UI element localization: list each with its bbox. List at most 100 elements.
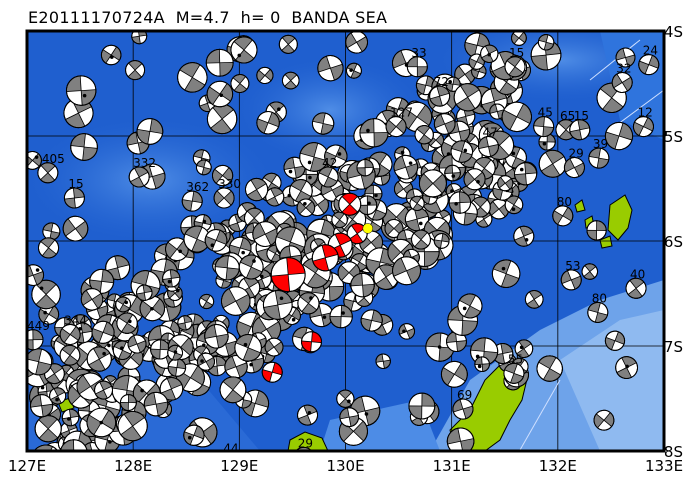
highlighted-mechanisms bbox=[261, 192, 374, 383]
focal-mechanism bbox=[296, 198, 316, 217]
focal-mechanism bbox=[537, 34, 555, 51]
focal-mechanism bbox=[256, 66, 274, 85]
focal-mechanism bbox=[453, 83, 482, 112]
island-small-east bbox=[599, 235, 613, 249]
focal-mechanism bbox=[136, 284, 153, 301]
focal-mechanism bbox=[211, 164, 234, 187]
focal-mechanism bbox=[463, 168, 486, 191]
highlighted-mechanism bbox=[338, 192, 362, 216]
focal-mechanism bbox=[375, 353, 391, 369]
focal-mechanism bbox=[497, 175, 514, 192]
longitude-axis: 127E 128E 129E 130E 131E 132E 133E bbox=[8, 457, 683, 475]
focal-mechanism bbox=[112, 340, 133, 361]
highlighted-mechanism bbox=[311, 244, 339, 272]
highlighted-mechanism bbox=[261, 361, 283, 383]
island-aru-fragment bbox=[607, 194, 633, 241]
focal-mechanism bbox=[61, 408, 80, 427]
focal-mechanism bbox=[30, 394, 54, 418]
focal-mechanism bbox=[91, 320, 115, 344]
focal-mechanism bbox=[59, 324, 81, 345]
focal-mechanism bbox=[414, 125, 434, 145]
focal-mechanism bbox=[252, 221, 279, 248]
focal-mechanism bbox=[195, 159, 212, 176]
focal-mechanism bbox=[408, 392, 436, 420]
depth-label: 39 bbox=[593, 137, 608, 151]
focal-mechanism bbox=[181, 190, 203, 212]
focal-mechanism bbox=[46, 457, 68, 479]
focal-mechanism bbox=[224, 355, 248, 379]
depth-label: 332 bbox=[133, 156, 156, 170]
island-south bbox=[287, 431, 329, 451]
focal-mechanism bbox=[339, 407, 360, 428]
focal-mechanism bbox=[513, 225, 535, 247]
focal-mechanism bbox=[220, 286, 251, 316]
map-title: E20111170724A M=4.7 h= 0 BANDA SEA bbox=[28, 8, 388, 27]
focal-mechanism bbox=[278, 34, 298, 54]
highlighted-mechanism bbox=[270, 257, 306, 293]
x-tick-label: 131E bbox=[433, 457, 471, 475]
focal-mechanism bbox=[125, 60, 146, 81]
focal-mechanism bbox=[205, 48, 234, 77]
depth-label: 24 bbox=[643, 44, 658, 58]
focal-mechanism bbox=[177, 62, 208, 93]
depth-label: 29 bbox=[568, 147, 583, 161]
x-tick-label: 133E bbox=[645, 457, 683, 475]
focal-mechanism bbox=[445, 76, 461, 92]
focal-mechanism bbox=[244, 177, 269, 202]
depth-label: 15 bbox=[509, 46, 524, 60]
focal-mechanism bbox=[34, 415, 62, 443]
depth-label: 69 bbox=[457, 388, 472, 402]
focal-mechanism bbox=[63, 98, 94, 129]
depth-label: 449 bbox=[27, 319, 50, 333]
depth-label: 40 bbox=[630, 267, 645, 281]
focal-mechanism bbox=[59, 439, 88, 451]
focal-mechanism bbox=[587, 301, 609, 323]
focal-mechanism bbox=[198, 293, 215, 310]
focal-mechanism bbox=[350, 272, 375, 298]
depth-label: 12 bbox=[637, 106, 652, 120]
focal-mechanism bbox=[588, 147, 610, 169]
focal-mechanism bbox=[70, 133, 98, 161]
focal-mechanism bbox=[593, 409, 615, 431]
depth-label: 42 bbox=[322, 156, 337, 170]
focal-mechanism bbox=[100, 44, 122, 66]
focal-mechanism bbox=[37, 162, 59, 184]
focal-mechanism bbox=[477, 136, 499, 158]
focal-mechanism bbox=[183, 225, 211, 253]
x-tick-label: 128E bbox=[114, 457, 152, 475]
focal-mechanism bbox=[317, 55, 344, 82]
focal-mechanism bbox=[177, 315, 193, 331]
focal-mechanism bbox=[44, 456, 63, 475]
focal-mechanism bbox=[604, 330, 626, 351]
focal-mechanism bbox=[206, 103, 238, 135]
focal-mechanism bbox=[625, 277, 647, 299]
focal-mechanism bbox=[440, 360, 468, 388]
focal-mechanism bbox=[359, 118, 389, 148]
focal-mechanism bbox=[265, 187, 285, 207]
focal-mechanism bbox=[586, 220, 607, 241]
depth-label: 405 bbox=[42, 152, 65, 166]
focal-mechanism bbox=[37, 237, 60, 259]
focal-mechanism bbox=[213, 187, 235, 209]
focal-mechanism bbox=[524, 290, 544, 309]
x-tick-label: 130E bbox=[326, 457, 364, 475]
depth-label: 32 bbox=[616, 62, 631, 76]
focal-mechanism bbox=[552, 205, 574, 227]
y-tick-label: 5S bbox=[664, 128, 683, 146]
focal-mechanism bbox=[504, 56, 526, 78]
focal-mechanism bbox=[615, 47, 636, 68]
focal-mechanism bbox=[433, 113, 456, 135]
focal-mechanism bbox=[31, 279, 61, 310]
focal-mechanism bbox=[345, 31, 368, 54]
focal-mechanism bbox=[117, 410, 148, 442]
x-tick-label: 127E bbox=[8, 457, 46, 475]
focal-mechanism bbox=[62, 215, 89, 242]
focal-mechanism bbox=[329, 304, 353, 329]
focal-mechanism bbox=[538, 149, 567, 178]
focal-mechanism bbox=[392, 256, 422, 286]
focal-mechanism bbox=[219, 376, 247, 404]
focal-mechanism bbox=[360, 309, 383, 332]
focal-mechanism bbox=[415, 75, 436, 96]
y-tick-label: 6S bbox=[664, 233, 683, 251]
